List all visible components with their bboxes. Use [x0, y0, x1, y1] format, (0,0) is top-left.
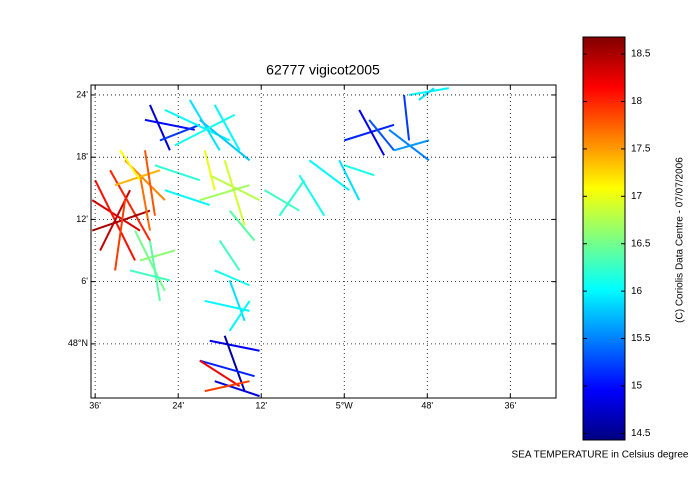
y-tick-label: 48°N — [68, 338, 88, 348]
colorbar-tick-label: 16.5 — [631, 238, 651, 249]
y-tick-label: 6' — [81, 276, 88, 286]
segment — [199, 359, 255, 378]
y-tick-label: 18' — [76, 152, 88, 162]
colorbar-tick-label: 17 — [631, 191, 643, 202]
x-tick-label: 48' — [421, 400, 433, 410]
segment — [199, 359, 241, 388]
segment — [214, 380, 260, 398]
segment — [149, 104, 171, 151]
segment — [159, 123, 201, 142]
colorbar-tick-label: 17.5 — [631, 144, 651, 155]
segment — [209, 174, 261, 202]
segment — [204, 380, 250, 393]
segment — [214, 269, 250, 287]
segment — [209, 339, 260, 352]
segment — [343, 164, 375, 177]
colorbar-tick-label: 18 — [631, 96, 643, 107]
segment — [129, 269, 171, 282]
segment — [228, 300, 251, 332]
segment — [218, 240, 241, 271]
segment — [418, 87, 435, 101]
segment — [109, 169, 151, 242]
colorbar-tick-label: 15 — [631, 381, 643, 392]
segment — [199, 184, 250, 202]
colorbar — [582, 36, 626, 441]
segment — [393, 139, 430, 152]
segment — [91, 209, 151, 232]
segment — [204, 299, 250, 312]
segment — [308, 159, 350, 191]
segment — [91, 199, 141, 232]
segment — [343, 123, 395, 142]
colorbar-tick-label: 18.5 — [631, 49, 651, 60]
x-tick-label: 36' — [504, 400, 516, 410]
segment — [203, 150, 216, 191]
colorbar-label: SEA TEMPERATURE in Celsius degree — [512, 450, 689, 461]
segment — [144, 118, 195, 131]
x-tick-label: 24' — [172, 400, 184, 410]
segment — [223, 335, 246, 392]
segment — [164, 189, 211, 207]
segment — [228, 280, 246, 322]
segment — [278, 179, 306, 217]
segments — [91, 87, 450, 398]
segment — [403, 94, 411, 141]
segment — [119, 149, 141, 181]
segment — [298, 174, 326, 217]
segment — [148, 240, 161, 302]
segment — [134, 230, 166, 292]
chart-title: 62777 vigicot2005 — [266, 62, 380, 78]
segment — [368, 119, 395, 151]
y-tick-label: 12' — [76, 214, 88, 224]
segment — [338, 159, 361, 201]
colorbar-tick-label: 14.5 — [631, 428, 651, 439]
colorbar-tick-label: 16 — [631, 286, 643, 297]
x-tick-label: 36' — [89, 400, 101, 410]
axes-frame — [90, 84, 557, 399]
segment — [223, 160, 246, 226]
annotation: (C) Coriolis Data Centre - 07/07/2006 — [675, 157, 686, 323]
segment — [228, 210, 256, 242]
segment — [358, 109, 385, 156]
segment — [139, 175, 151, 231]
segment — [174, 113, 236, 147]
colorbar-tick-label: 15.5 — [631, 333, 651, 344]
x-tick-label: 5°W — [336, 400, 354, 410]
segment — [213, 104, 241, 151]
segment — [139, 249, 176, 262]
y-tick-label: 24' — [76, 89, 88, 99]
x-tick-label: 12' — [255, 400, 267, 410]
segment — [264, 189, 300, 212]
segment — [154, 164, 201, 182]
segment — [114, 199, 127, 271]
segment — [199, 119, 251, 162]
segment — [143, 150, 156, 216]
